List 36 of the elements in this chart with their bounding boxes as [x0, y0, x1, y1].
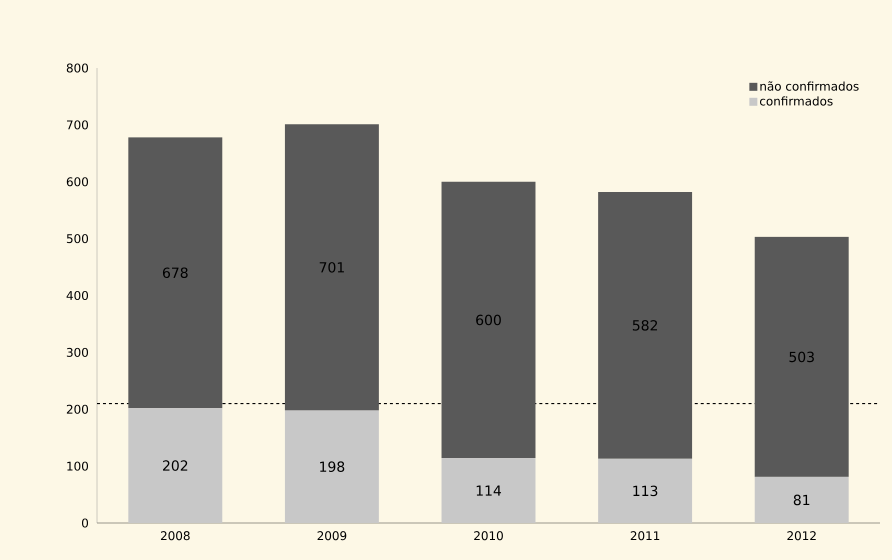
- bar: [598, 458, 692, 523]
- bar: [754, 476, 849, 523]
- y-tick-label: 0: [82, 518, 88, 528]
- x-tick-label: 2009: [318, 531, 346, 540]
- y-tick-label: 400: [66, 290, 88, 300]
- total-label: 678: [162, 267, 188, 278]
- data-label: 202: [163, 460, 188, 471]
- data-label: 81: [794, 494, 810, 506]
- data-label: 114: [476, 485, 502, 496]
- total-label: 600: [476, 314, 501, 326]
- legend-label: confirmados: [760, 96, 833, 106]
- bar: [754, 236, 849, 477]
- bar: [442, 458, 536, 523]
- x-tick-label: 2008: [160, 531, 190, 540]
- y-tick-label: 800: [66, 63, 88, 73]
- y-tick-label: 500: [66, 234, 88, 244]
- total-label: 503: [789, 352, 814, 362]
- y-tick-label: 700: [66, 120, 88, 130]
- bar: [442, 182, 536, 458]
- y-tick-label: 600: [66, 177, 88, 186]
- bar: [128, 137, 222, 408]
- data-label: 113: [633, 486, 658, 496]
- bar: [598, 192, 692, 459]
- bar: [128, 408, 222, 523]
- bar: [284, 410, 379, 523]
- x-tick-label: 2012: [787, 531, 816, 540]
- y-tick-label: 300: [66, 348, 88, 357]
- total-label: 582: [632, 320, 658, 331]
- x-tick-label: 2011: [630, 531, 660, 540]
- y-tick-label: 100: [67, 462, 88, 471]
- y-tick-label: 200: [66, 404, 88, 414]
- bar: [284, 124, 379, 410]
- total-label: 701: [320, 262, 344, 273]
- x-tick-label: 2010: [474, 531, 503, 540]
- data-label: 198: [320, 461, 344, 472]
- legend-label: não confirmados: [760, 81, 859, 91]
